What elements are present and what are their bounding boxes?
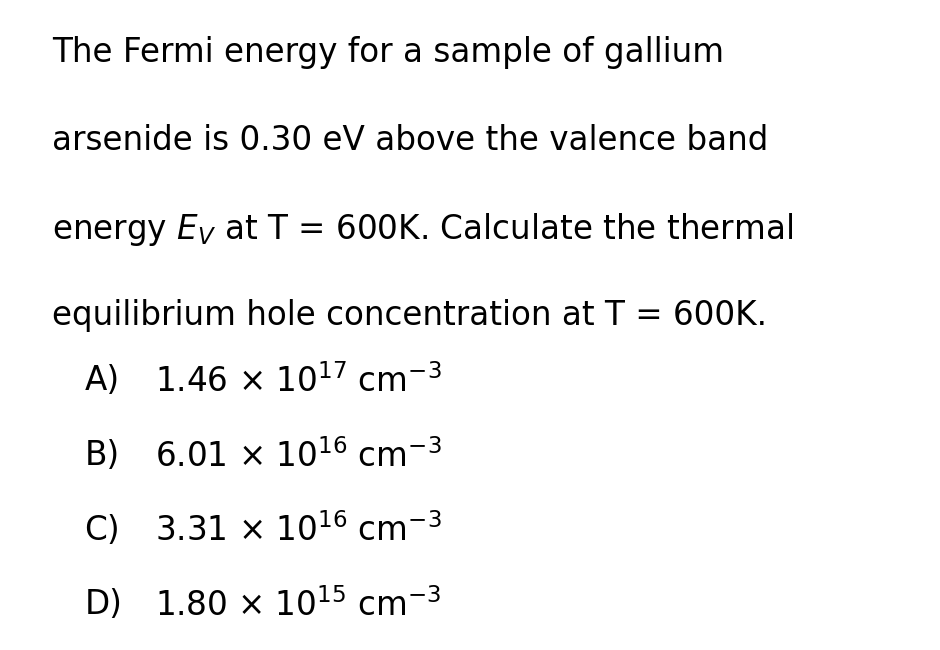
Text: 1.46 × 10$^{17}$ cm$^{-3}$: 1.46 × 10$^{17}$ cm$^{-3}$ <box>155 364 442 399</box>
Text: A): A) <box>85 364 119 397</box>
Text: The Fermi energy for a sample of gallium: The Fermi energy for a sample of gallium <box>52 36 724 69</box>
Text: 6.01 × 10$^{16}$ cm$^{-3}$: 6.01 × 10$^{16}$ cm$^{-3}$ <box>155 439 442 474</box>
Text: arsenide is 0.30 eV above the valence band: arsenide is 0.30 eV above the valence ba… <box>52 124 768 157</box>
Text: C): C) <box>85 514 120 547</box>
Text: 3.31 × 10$^{16}$ cm$^{-3}$: 3.31 × 10$^{16}$ cm$^{-3}$ <box>155 514 442 549</box>
Text: 1.80 × 10$^{15}$ cm$^{-3}$: 1.80 × 10$^{15}$ cm$^{-3}$ <box>155 588 441 623</box>
Text: D): D) <box>85 588 122 621</box>
Text: energy $E_V$ at T = 600K. Calculate the thermal: energy $E_V$ at T = 600K. Calculate the … <box>52 211 792 248</box>
Text: B): B) <box>85 439 119 472</box>
Text: equilibrium hole concentration at T = 600K.: equilibrium hole concentration at T = 60… <box>52 299 767 332</box>
